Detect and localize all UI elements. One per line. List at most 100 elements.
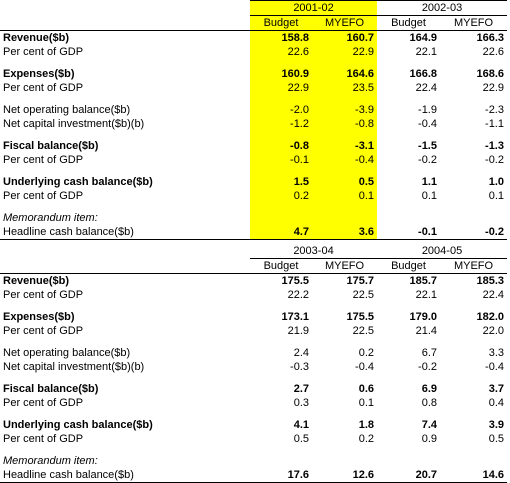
value-cell: 3.7 <box>488 383 504 395</box>
value-cell: 14.6 <box>440 468 507 483</box>
data-row: Per cent of GDP 22.2 22.5 22.1 22.4 <box>0 288 507 302</box>
value-cell: 0.5 <box>312 175 377 189</box>
row-label: Memorandum item: <box>3 212 98 224</box>
spacer-cell <box>312 446 377 454</box>
value-cell: 0.5 <box>293 433 309 445</box>
spacer-cell <box>377 374 440 382</box>
value-cell: 6.9 <box>421 383 437 395</box>
value-cell: -3.1 <box>312 139 377 153</box>
value-cell: 0.1 <box>358 397 374 409</box>
spacer-cell <box>312 410 377 418</box>
data-row: Net operating balance($b) 2.4 0.2 6.7 3.3 <box>0 346 507 360</box>
value-cell: 22.0 <box>482 325 504 337</box>
value-cell: -0.4 <box>485 361 504 373</box>
value-cell: -2.0 <box>250 103 312 117</box>
spacer-cell <box>440 374 507 382</box>
value-cell: 175.7 <box>346 275 374 287</box>
row-label: Per cent of GDP <box>3 46 84 58</box>
blank-cell <box>312 211 377 225</box>
column-header: Budget <box>377 15 440 31</box>
spacer-cell <box>250 131 312 139</box>
spacer-cell <box>0 338 250 346</box>
value-cell: 0.1 <box>488 190 504 202</box>
spacer-cell <box>440 302 507 310</box>
row-label: Expenses($b) <box>3 311 75 323</box>
column-header-row: Budget MYEFO Budget MYEFO <box>0 15 507 31</box>
data-row: Net operating balance($b) -2.0 -3.9 -1.9 -2.… <box>0 103 507 117</box>
spacer-cell <box>377 95 440 103</box>
blank-cell <box>377 454 440 468</box>
spacer-cell <box>0 203 250 211</box>
value-cell: 23.5 <box>312 81 377 95</box>
value-cell: -0.4 <box>355 361 374 373</box>
data-row: Memorandum item: <box>0 454 507 468</box>
value-cell: -0.8 <box>250 139 312 153</box>
row-label: Revenue($b) <box>3 275 70 287</box>
value-cell: -3.9 <box>312 103 377 117</box>
spacer-cell <box>440 131 507 139</box>
value-cell: -0.1 <box>250 153 312 167</box>
data-row: Headline cash balance($b) 17.6 12.6 20.7 14.… <box>0 468 507 483</box>
value-cell: -0.8 <box>312 117 377 131</box>
value-cell: -0.2 <box>418 154 437 166</box>
fiscal-table: 2001-02 2002-03 Budget MYEFO Budget MYEFO Reve… <box>0 0 507 240</box>
spacer-row <box>0 95 507 103</box>
spacer-cell <box>440 410 507 418</box>
value-cell: 1.1 <box>421 176 437 188</box>
column-header: Budget <box>377 258 440 274</box>
spacer-row <box>0 338 507 346</box>
blank-cell <box>0 1 250 16</box>
value-cell: -1.2 <box>250 117 312 131</box>
spacer-cell <box>440 338 507 346</box>
year-header: 2002-03 <box>377 0 507 16</box>
data-row: Per cent of GDP 0.2 0.1 0.1 0.1 <box>0 189 507 203</box>
value-cell: 2.7 <box>293 383 309 395</box>
blank-cell <box>377 211 440 225</box>
value-cell: 22.6 <box>250 45 312 59</box>
value-cell: 3.3 <box>488 347 504 359</box>
value-cell: 1.5 <box>250 175 312 189</box>
spacer-cell <box>440 446 507 454</box>
row-label: Fiscal balance($b) <box>3 383 99 395</box>
spacer-cell <box>312 203 377 211</box>
year-row: 2001-02 2002-03 <box>0 0 507 16</box>
data-row: Expenses($b) 160.9 164.6 166.8 168.6 <box>0 67 507 81</box>
spacer-cell <box>312 131 377 139</box>
value-cell: 17.6 <box>250 468 312 483</box>
row-label: Expenses($b) <box>3 68 75 80</box>
data-row: Per cent of GDP 0.5 0.2 0.9 0.5 <box>0 432 507 446</box>
value-cell: 6.7 <box>421 347 437 359</box>
value-cell: -1.5 <box>418 140 437 152</box>
spacer-row <box>0 410 507 418</box>
table-body: 2003-04 2004-05 Budget MYEFO Budget MYEFO Reve… <box>0 244 507 483</box>
data-row: Underlying cash balance($b) 4.1 1.8 7.4 3.9 <box>0 418 507 432</box>
spacer-cell <box>312 374 377 382</box>
value-cell: 22.1 <box>415 289 437 301</box>
value-cell: 0.8 <box>421 397 437 409</box>
blank-cell <box>250 211 312 225</box>
row-label: Underlying cash balance($b) <box>3 176 153 188</box>
data-row: Expenses($b) 173.1 175.5 179.0 182.0 <box>0 310 507 324</box>
row-label: Memorandum item: <box>3 455 98 467</box>
value-cell: 0.6 <box>358 383 374 395</box>
value-cell: 20.7 <box>377 468 440 483</box>
spacer-cell <box>250 338 312 346</box>
spacer-cell <box>377 59 440 67</box>
value-cell: 12.6 <box>312 468 377 483</box>
spacer-cell <box>250 203 312 211</box>
spacer-row <box>0 59 507 67</box>
year-header: 2004-05 <box>377 244 507 259</box>
value-cell: 22.6 <box>482 46 504 58</box>
column-header: MYEFO <box>312 15 377 31</box>
row-label: Net capital investment($b)(b) <box>3 118 145 130</box>
row-label: Per cent of GDP <box>3 433 84 445</box>
value-cell: 182.0 <box>476 311 504 323</box>
value-cell: 160.7 <box>312 30 377 45</box>
spacer-cell <box>377 446 440 454</box>
row-label: Fiscal balance($b) <box>3 140 99 152</box>
row-label: Per cent of GDP <box>3 190 84 202</box>
spacer-cell <box>250 95 312 103</box>
data-row: Per cent of GDP 0.3 0.1 0.8 0.4 <box>0 396 507 410</box>
spacer-row <box>0 167 507 175</box>
value-cell: 22.5 <box>352 325 374 337</box>
